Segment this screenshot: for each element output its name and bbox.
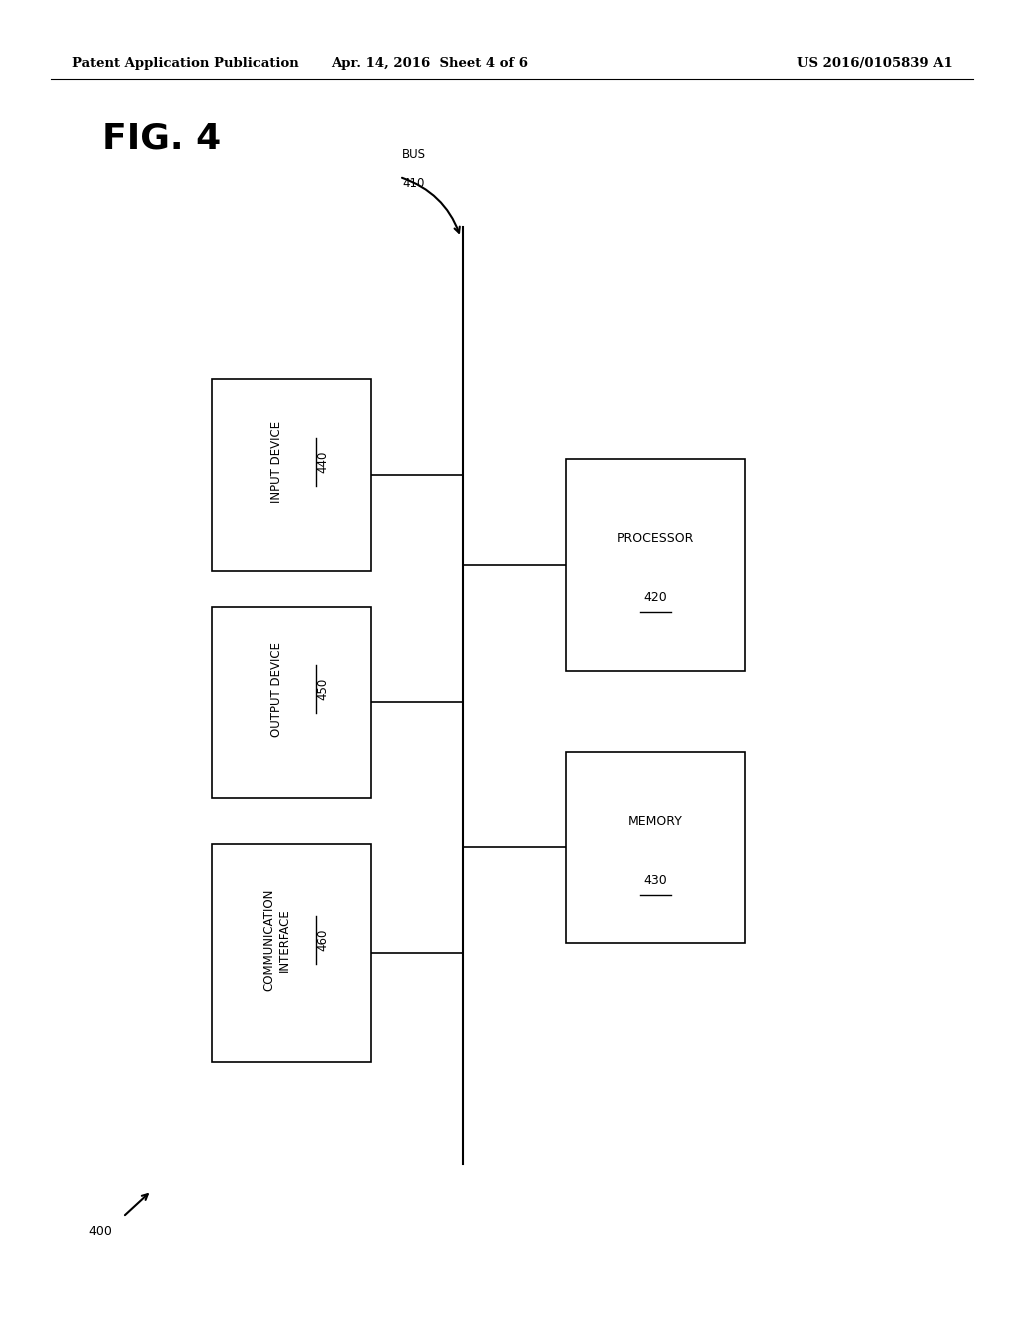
Text: 440: 440 bbox=[316, 451, 329, 473]
Text: OUTPUT DEVICE: OUTPUT DEVICE bbox=[270, 642, 283, 737]
Bar bbox=[212, 380, 371, 570]
Text: FIG. 4: FIG. 4 bbox=[102, 121, 221, 156]
Text: Patent Application Publication: Patent Application Publication bbox=[72, 57, 298, 70]
Text: 400: 400 bbox=[88, 1225, 113, 1238]
Text: US 2016/0105839 A1: US 2016/0105839 A1 bbox=[797, 57, 952, 70]
Text: 460: 460 bbox=[316, 929, 329, 950]
Text: MEMORY: MEMORY bbox=[628, 814, 683, 828]
Bar bbox=[565, 459, 745, 671]
Text: Apr. 14, 2016  Sheet 4 of 6: Apr. 14, 2016 Sheet 4 of 6 bbox=[332, 57, 528, 70]
Text: 450: 450 bbox=[316, 678, 329, 700]
Text: 410: 410 bbox=[402, 177, 425, 190]
Text: 430: 430 bbox=[643, 874, 668, 887]
Text: COMMUNICATION
INTERFACE: COMMUNICATION INTERFACE bbox=[262, 888, 291, 991]
Bar bbox=[212, 607, 371, 797]
Text: PROCESSOR: PROCESSOR bbox=[616, 532, 694, 545]
Text: BUS: BUS bbox=[401, 148, 426, 161]
Text: INPUT DEVICE: INPUT DEVICE bbox=[270, 421, 283, 503]
Bar bbox=[212, 845, 371, 1061]
Bar bbox=[565, 752, 745, 942]
Text: 420: 420 bbox=[643, 591, 668, 605]
